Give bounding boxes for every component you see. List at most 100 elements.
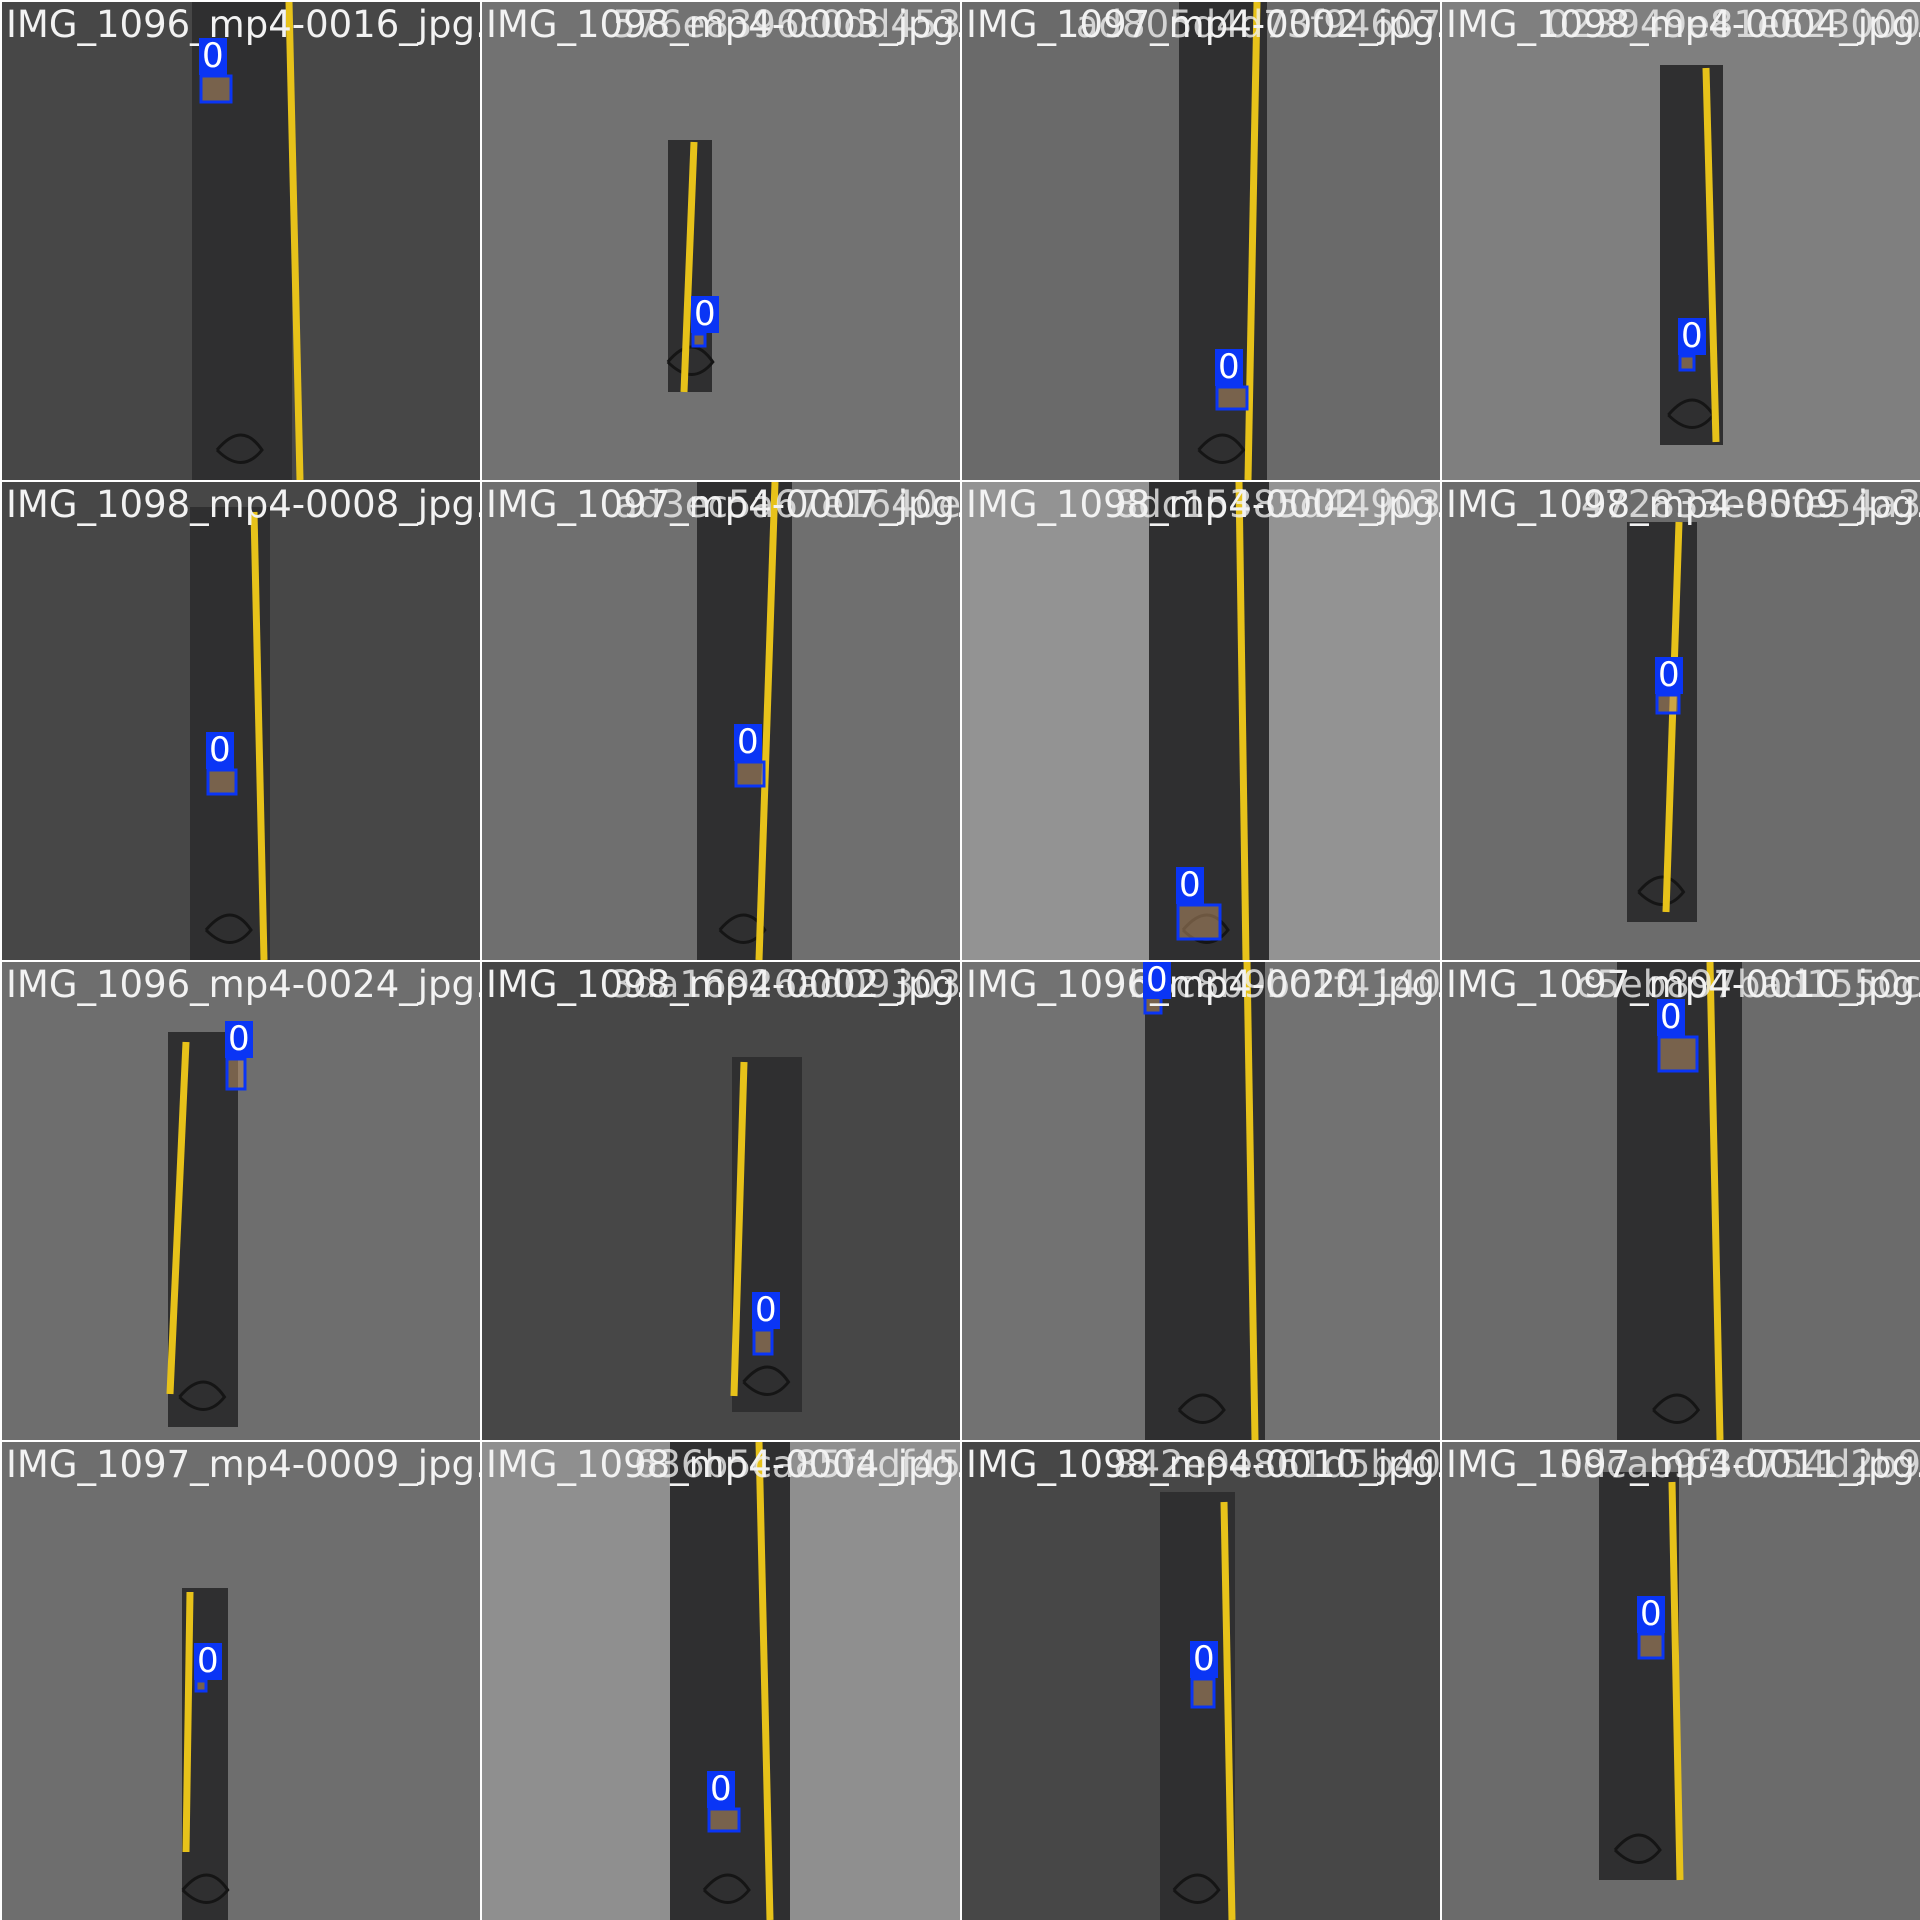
detection-label: 0: [225, 1021, 253, 1058]
detection-box: [194, 1679, 208, 1693]
image-tile: IMG_1097_mp4-0009_jpg.rf. 0: [2, 1442, 480, 1920]
class-label: 0: [691, 296, 719, 333]
detection-box: [1190, 1677, 1216, 1709]
detection-label: 0: [1657, 999, 1685, 1036]
cable: [718, 913, 767, 944]
tile-photo: [1143, 962, 1265, 1440]
detection-label: 0: [199, 38, 227, 75]
floor-strip: [670, 1442, 790, 1920]
measuring-tape: [1235, 482, 1250, 960]
tile-photo: [670, 1442, 790, 1920]
cable: [215, 433, 264, 464]
cable: [1637, 875, 1686, 906]
measuring-tape: [1706, 962, 1724, 1440]
class-label: 0: [734, 724, 762, 761]
tile-photo: [1149, 482, 1269, 960]
image-tile: IMG_1098_mp4-0008_jpg.rf. 0: [2, 482, 480, 960]
measuring-tape: [285, 2, 304, 480]
detection-box: [199, 74, 233, 104]
class-label: 0: [199, 38, 227, 75]
image-tile: IMG_1096_mp4-0024_jpg.rf. 0: [2, 962, 480, 1440]
measuring-tape: [1662, 521, 1683, 913]
tile-photo: [1160, 1492, 1236, 1920]
class-label: 0: [1143, 962, 1171, 999]
cable: [181, 1873, 230, 1904]
tile-photo: [190, 507, 270, 960]
measuring-tape: [166, 1041, 190, 1395]
class-label: 0: [1655, 657, 1683, 694]
detection-label: 0: [206, 732, 234, 769]
image-tile: IMG_1097_mp4-0010_jpg.rf. c5eb897bad1550c…: [1442, 962, 1920, 1440]
tile-photo: [1617, 962, 1742, 1440]
detection-label: 0: [734, 724, 762, 761]
image-tile: IMG_1097_mp4-0011_jpg.rf. 5dcab9f3d754d2b…: [1442, 1442, 1920, 1920]
detection-label: 0: [752, 1292, 780, 1329]
tile-photo: [1627, 521, 1697, 922]
tile-photo: [181, 1588, 230, 1920]
detection-box: [1678, 354, 1696, 372]
detection-label: 0: [1215, 349, 1243, 386]
cable: [742, 1365, 791, 1396]
tile-photo: [666, 140, 715, 393]
detection-box: [691, 332, 707, 348]
image-tile: IMG_1098_mp4-0003_jpg.rf. 576e8396c0dd453…: [482, 2, 960, 480]
detection-box: [1655, 693, 1681, 715]
class-label: 0: [1176, 867, 1204, 904]
tile-photo: [730, 1057, 802, 1412]
detection-box: [206, 768, 238, 796]
class-label: 0: [707, 1771, 735, 1808]
class-label: 0: [194, 1643, 222, 1680]
detection-box: [734, 760, 766, 788]
image-tile: IMG_1098_mp4-0002_jpg.rf. 3da16926ad09303…: [482, 962, 960, 1440]
detection-box: [1176, 903, 1222, 941]
detection-box: [225, 1057, 247, 1091]
tile-photo: [1599, 1472, 1684, 1881]
measuring-tape: [755, 482, 779, 960]
image-tile: IMG_1098_mp4-0002_jpg.rf. 8dc15385d44903 0: [962, 482, 1440, 960]
detection-label: 0: [691, 296, 719, 333]
class-label: 0: [1678, 318, 1706, 355]
measuring-tape: [1243, 962, 1259, 1440]
cable: [178, 1380, 227, 1411]
image-tile: IMG_1097_mp4-0007_jpg.rf. ad3ec5a67e1640e…: [482, 482, 960, 960]
measuring-tape: [250, 511, 268, 960]
floor-strip: [697, 482, 792, 960]
measuring-tape: [730, 1061, 748, 1397]
detection-label: 0: [1655, 657, 1683, 694]
class-label: 0: [1190, 1641, 1218, 1678]
detection-label: 0: [1637, 1596, 1665, 1633]
detection-label: 0: [1143, 962, 1171, 999]
class-label: 0: [225, 1021, 253, 1058]
image-tile: IMG_1097_mp4-0002_jpg.rf. ad805d4d73f9460…: [962, 2, 1440, 480]
class-label: 0: [752, 1292, 780, 1329]
floor-strip: [1599, 1472, 1679, 1880]
cable: [702, 1873, 751, 1904]
detection-box: [752, 1328, 774, 1356]
cable: [204, 913, 253, 944]
detection-box: [707, 1807, 741, 1833]
cable: [1613, 1833, 1662, 1864]
image-tile: IMG_1098_mp4-0010_jpg.rf. 842e9e861d5b40 0: [962, 1442, 1440, 1920]
image-tile: IMG_1096_mp4-0020_jpg.rf. b5c8b9bc1f4140 0: [962, 962, 1440, 1440]
class-label: 0: [1657, 999, 1685, 1036]
detection-box: [1215, 385, 1249, 411]
tile-photo: [1179, 2, 1267, 480]
measuring-tape: [1702, 67, 1720, 443]
class-label: 0: [1215, 349, 1243, 386]
tile-photo: [192, 2, 304, 480]
cable: [1172, 1873, 1221, 1904]
floor-strip: [1627, 522, 1697, 922]
measuring-tape: [182, 1591, 194, 1853]
image-tile: IMG_1098_mp4-0009_jpg.rf. 472833e85fe54a3…: [1442, 482, 1920, 960]
image-tile: IMG_1098_mp4-0004_jpg.rf. 636b5ca85fadf45…: [482, 1442, 960, 1920]
detection-box: [1657, 1035, 1699, 1073]
detection-label: 0: [1190, 1641, 1218, 1678]
detection-box: [1637, 1632, 1665, 1660]
image-tile: IMG_1098_mp4-0004_jpg.rf. 023949e81e62300…: [1442, 2, 1920, 480]
tile-photo: [697, 482, 792, 960]
measuring-tape: [1244, 2, 1261, 480]
measuring-tape: [755, 1442, 774, 1920]
class-label: 0: [206, 732, 234, 769]
measuring-tape: [1668, 1481, 1684, 1881]
